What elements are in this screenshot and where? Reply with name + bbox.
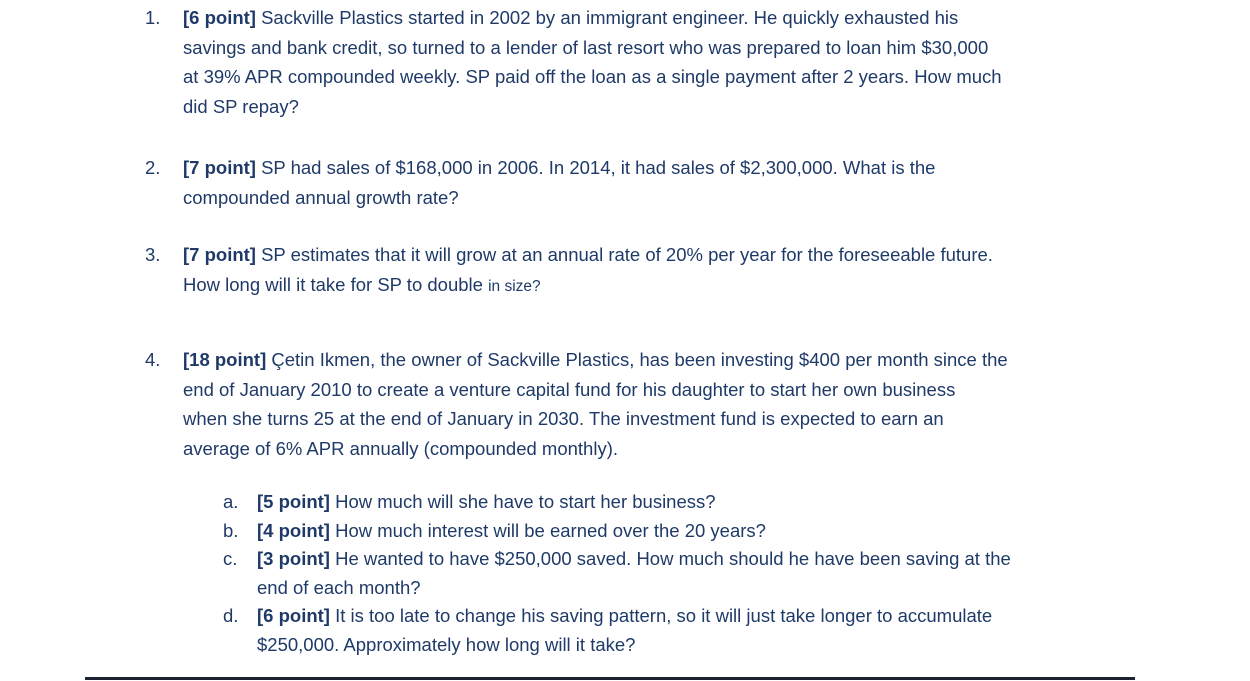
question-text: How much interest will be earned over th… (329, 519, 766, 541)
text-line: [4 point] How much interest will be earn… (257, 517, 1250, 546)
question-text: did SP repay? (183, 95, 299, 117)
points-label: [6 point] (257, 605, 330, 626)
question-text: average of 6% APR annually (compounded m… (183, 437, 619, 459)
question-text: SP had sales of $168,000 in 2006. In 201… (255, 157, 936, 178)
question-item: 1. [6 point] Sackville Plastics started i… (145, 3, 1250, 121)
text-line: did SP repay? (183, 92, 1250, 122)
text-line: [7 point] SP had sales of $168,000 in 20… (183, 153, 1250, 183)
question-marker: 2. (145, 157, 161, 178)
question-text: $250,000. Approximately how long will it… (257, 633, 636, 655)
question-body: [7 point] SP had sales of $168,000 in 20… (183, 153, 1250, 212)
question-text: It is too late to change his saving patt… (329, 605, 993, 626)
sub-question-list: a. [5 point] How much will she have to st… (183, 488, 1250, 659)
question-text: when she turns 25 at the end of January … (183, 408, 944, 429)
question-text: SP estimates that it will grow at an ann… (255, 244, 993, 265)
question-text: How long will it take for SP to double (183, 273, 489, 295)
text-line: end of January 2010 to create a venture … (183, 375, 1250, 405)
text-line: $250,000. Approximately how long will it… (257, 631, 1250, 660)
points-label: [6 point] (183, 7, 256, 28)
sub-question-item: d. [6 point] It is too late to change his… (223, 602, 1250, 659)
points-label: [7 point] (183, 244, 256, 265)
points-label: [7 point] (183, 157, 256, 178)
question-text: in size? (488, 277, 541, 295)
question-text: end of January 2010 to create a venture … (183, 378, 956, 400)
question-text: He wanted to have $250,000 saved. How mu… (329, 548, 1011, 569)
text-line: end of each month? (257, 574, 1250, 603)
text-line: [6 point] Sackville Plastics started in … (183, 3, 1250, 33)
sub-question-item: a. [5 point] How much will she have to st… (223, 488, 1250, 517)
sub-question-marker: a. (223, 491, 239, 512)
sub-question-marker: b. (223, 519, 239, 541)
sub-question-marker: d. (223, 605, 239, 626)
text-line: at 39% APR compounded weekly. SP paid of… (183, 62, 1250, 92)
question-body: [4 point] How much interest will be earn… (257, 517, 1250, 546)
question-text: Sackville Plastics started in 2002 by an… (255, 7, 959, 28)
question-text: end of each month? (257, 576, 421, 598)
text-line: [3 point] He wanted to have $250,000 sav… (257, 545, 1250, 574)
question-item: 4. [18 point] Çetin Ikmen, the owner of S… (145, 345, 1250, 659)
question-body: [6 point] Sackville Plastics started in … (183, 3, 1250, 121)
question-text: Çetin Ikmen, the owner of Sackville Plas… (266, 349, 1008, 370)
bottom-rule (85, 677, 1135, 680)
question-body: [6 point] It is too late to change his s… (257, 602, 1250, 659)
points-label: [5 point] (257, 491, 330, 512)
text-line: [5 point] How much will she have to star… (257, 488, 1250, 517)
text-line: [6 point] It is too late to change his s… (257, 602, 1250, 631)
question-marker: 4. (145, 349, 161, 370)
question-marker: 3. (145, 244, 161, 265)
text-line: average of 6% APR annually (compounded m… (183, 434, 1250, 464)
question-text: savings and bank credit, so turned to a … (183, 36, 989, 58)
question-text: How much will she have to start her busi… (329, 491, 716, 512)
sub-question-item: c. [3 point] He wanted to have $250,000 s… (223, 545, 1250, 602)
text-line: when she turns 25 at the end of January … (183, 404, 1250, 434)
question-body: [5 point] How much will she have to star… (257, 488, 1250, 517)
text-line: compounded annual growth rate? (183, 183, 1250, 213)
question-item: 3. [7 point] SP estimates that it will gr… (145, 240, 1250, 301)
question-text: compounded annual growth rate? (183, 186, 459, 208)
question-marker: 1. (145, 7, 161, 28)
text-line: How long will it take for SP to double i… (183, 270, 1250, 302)
points-label: [4 point] (257, 519, 330, 541)
text-line: [7 point] SP estimates that it will grow… (183, 240, 1250, 270)
question-list: 1. [6 point] Sackville Plastics started i… (145, 3, 1250, 659)
question-body: [7 point] SP estimates that it will grow… (183, 240, 1250, 301)
question-item: 2. [7 point] SP had sales of $168,000 in … (145, 153, 1250, 212)
sub-question-item: b. [4 point] How much interest will be ea… (223, 517, 1250, 546)
points-label: [18 point] (183, 349, 267, 370)
question-body: [18 point] Çetin Ikmen, the owner of Sac… (183, 345, 1250, 659)
text-line: savings and bank credit, so turned to a … (183, 33, 1250, 63)
text-line: [18 point] Çetin Ikmen, the owner of Sac… (183, 345, 1250, 375)
points-label: [3 point] (257, 548, 330, 569)
question-body: [3 point] He wanted to have $250,000 sav… (257, 545, 1250, 602)
question-text: at 39% APR compounded weekly. SP paid of… (183, 66, 1002, 87)
sub-question-marker: c. (223, 548, 238, 569)
